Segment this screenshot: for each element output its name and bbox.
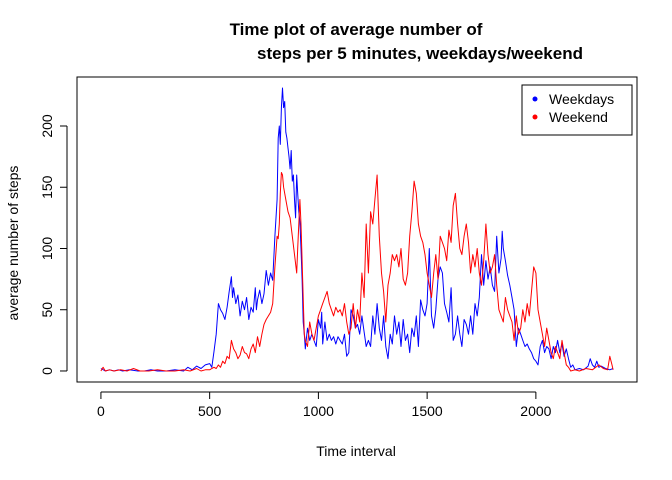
plot-frame [76,76,638,383]
y-axis-label: average number of steps [5,166,21,321]
y-tick-label: 150 [39,175,55,199]
x-axis: 0 500 1000 1500 2000 [97,391,552,419]
x-tick-label: 1500 [412,403,443,419]
y-tick-label: 50 [39,302,55,318]
y-tick-label: 0 [39,367,55,375]
y-tick-label: 100 [39,237,55,261]
series-line-weekdays [100,87,614,372]
series-line-weekend [100,172,614,372]
series-layer [100,87,614,372]
chart-title-line-1: Time plot of average number of [230,20,483,39]
x-tick-label: 500 [198,403,222,419]
x-axis-label: Time interval [316,443,396,459]
chart-title-line-2: steps per 5 minutes, weekdays/weekend [257,44,583,63]
x-tick-label: 2000 [520,403,551,419]
y-axis: 0 50 100 150 200 [39,114,68,375]
legend-weekdays-label: Weekdays [549,91,614,107]
legend-weekend-label: Weekend [549,109,608,125]
legend: Weekdays Weekend [521,84,633,136]
y-tick-label: 200 [39,114,55,138]
x-tick-label: 0 [97,403,105,419]
legend-box [521,84,633,136]
legend-weekend-marker [532,114,538,120]
x-tick-label: 1000 [303,403,334,419]
legend-weekdays-marker [532,96,538,102]
